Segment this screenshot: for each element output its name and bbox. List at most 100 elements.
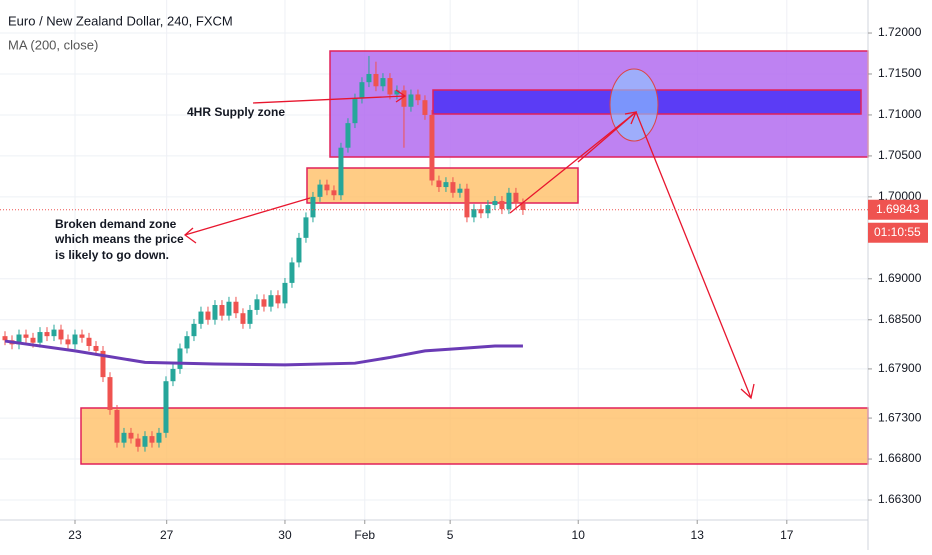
candle-body [324, 184, 330, 191]
arrow [252, 95, 406, 104]
candle-body [478, 209, 484, 214]
candle-body [107, 377, 113, 410]
candles [2, 55, 526, 452]
highlight-circle [609, 68, 659, 142]
arrow-head [183, 227, 197, 244]
last-price-label: 1.69843 [876, 202, 920, 216]
candle-body [233, 301, 239, 314]
candle-body [429, 114, 435, 181]
y-tick-label: 1.68500 [878, 312, 922, 326]
candle-body [303, 217, 309, 238]
arrow [509, 111, 637, 214]
candle-body [506, 192, 512, 210]
x-tick-label: 10 [572, 528, 586, 542]
candle-body [436, 180, 442, 188]
candle-body [282, 282, 288, 304]
candle-body [247, 309, 253, 324]
candle-body [492, 200, 498, 206]
demand-zone [306, 167, 579, 204]
candle-body [310, 196, 316, 218]
candle-body [408, 94, 414, 107]
candle-body [170, 368, 176, 382]
x-tick-label: 17 [780, 528, 794, 542]
target-zone [80, 407, 869, 465]
candle-body [352, 98, 358, 124]
y-tick-label: 1.66300 [878, 492, 922, 506]
candle-body [37, 332, 43, 343]
x-tick-label: 30 [278, 528, 292, 542]
candle-body [345, 123, 351, 148]
candle-body [457, 188, 463, 193]
x-tick-label: 23 [68, 528, 82, 542]
arrow [635, 111, 752, 399]
candle-body [289, 262, 295, 283]
candle-body [44, 332, 50, 337]
y-tick-label: 1.70000 [878, 189, 922, 203]
candle-body [2, 336, 8, 341]
candle-body [373, 73, 379, 87]
candle-body [219, 305, 225, 316]
candle-body [65, 339, 71, 345]
candle-body [422, 100, 428, 115]
candle-body [317, 184, 323, 197]
candle-body [401, 90, 407, 107]
candle-body [58, 329, 64, 340]
candle-body [191, 323, 197, 337]
x-tick-label: 5 [447, 528, 454, 542]
candle-body [443, 182, 449, 188]
candle-body [331, 190, 337, 196]
y-tick-label: 1.66800 [878, 451, 922, 465]
candle-body [415, 94, 421, 101]
y-tick-label: 1.67900 [878, 361, 922, 375]
annotation: is likely to go down. [55, 248, 169, 262]
candle-body [51, 329, 57, 337]
candle-body [114, 409, 120, 443]
candle-body [198, 311, 204, 324]
candle-body [296, 237, 302, 263]
candle-body [79, 334, 85, 338]
arrow [577, 111, 637, 163]
candle-body [240, 313, 246, 324]
candle-body [177, 348, 183, 369]
annotation: Broken demand zone [55, 217, 177, 231]
candle-body [380, 78, 386, 87]
countdown-label: 01:10:55 [874, 225, 921, 239]
arrow-head [395, 89, 407, 103]
candle-body [156, 432, 162, 443]
candle-body [212, 305, 218, 320]
candle-body [142, 436, 148, 447]
candle-body [520, 203, 526, 210]
candle-body [226, 301, 232, 316]
arrows [183, 89, 755, 400]
candle-body [254, 299, 260, 310]
x-tick-label: Feb [354, 528, 375, 542]
candle-body [275, 295, 281, 304]
annotation: which means the price [54, 232, 184, 246]
y-tick-label: 1.71500 [878, 66, 922, 80]
indicator-label: MA (200, close) [8, 37, 98, 52]
candle-body [338, 147, 344, 196]
x-tick-label: 13 [691, 528, 705, 542]
candle-body [387, 78, 393, 95]
last-price-box [868, 199, 928, 220]
candle-body [359, 82, 365, 99]
y-tick-label: 1.72000 [878, 25, 922, 39]
candle-body [464, 188, 470, 218]
y-tick-label: 1.67300 [878, 410, 922, 424]
candle-body [16, 334, 22, 345]
arrow [184, 197, 311, 236]
candle-body [485, 205, 491, 214]
y-tick-label: 1.71000 [878, 107, 922, 121]
candle-body [149, 436, 155, 443]
x-tick-label: 27 [160, 528, 174, 542]
candle-body [121, 432, 127, 443]
countdown-box [868, 222, 928, 243]
candle-body [163, 381, 169, 433]
candle-body [184, 336, 190, 349]
candle-body [30, 337, 36, 343]
candle-body [93, 345, 99, 351]
candle-body [128, 432, 134, 439]
arrow-head [740, 383, 755, 400]
candle-body [86, 337, 92, 346]
y-tick-label: 1.69000 [878, 271, 922, 285]
